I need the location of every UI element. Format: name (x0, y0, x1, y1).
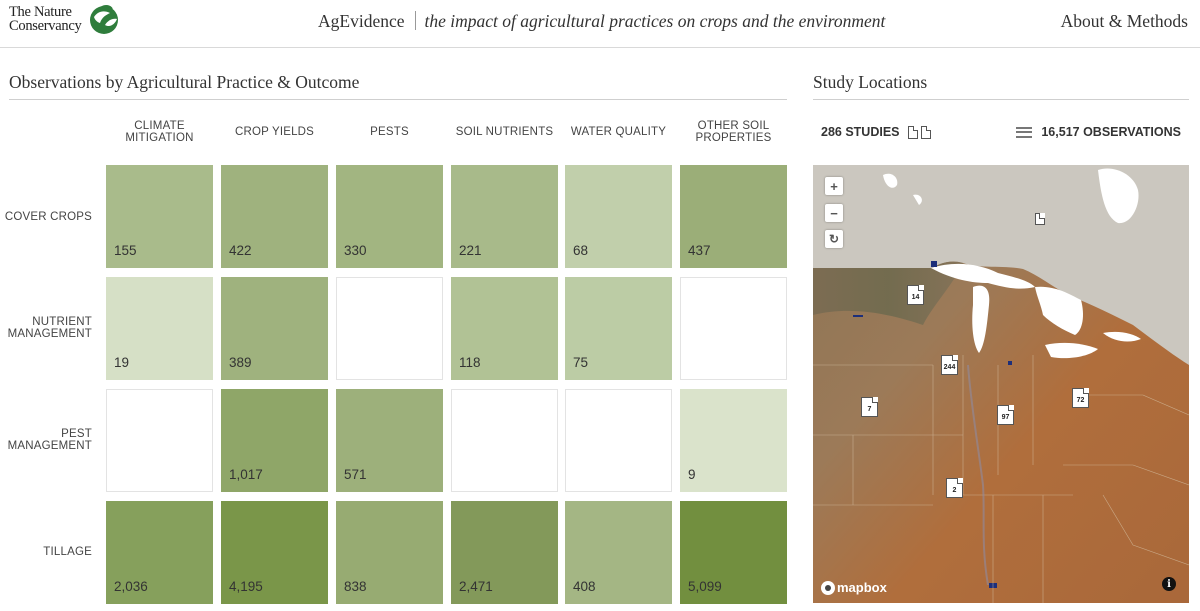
study-marker[interactable]: 244 (941, 355, 958, 375)
studies-count: 286 STUDIES (821, 125, 931, 139)
info-icon[interactable]: i (1162, 577, 1176, 591)
about-methods-link[interactable]: About & Methods (1060, 11, 1188, 31)
study-locations-map[interactable]: + − ↻ 14 244 7 97 72 2 mapbox i (813, 165, 1189, 603)
locations-title: Study Locations (813, 72, 928, 92)
observation-count: 75 (573, 355, 589, 370)
title-separator (414, 11, 416, 30)
observation-count: 155 (114, 243, 137, 258)
studies-count-label: 286 STUDIES (821, 125, 900, 139)
matrix-cell[interactable]: 19 (106, 277, 213, 380)
study-marker[interactable] (1035, 213, 1045, 225)
observation-count: 2,471 (459, 579, 493, 594)
observation-count: 1,017 (229, 467, 263, 482)
zoom-out-button[interactable]: − (825, 204, 843, 222)
map-terrain (813, 165, 1189, 603)
matrix-cell[interactable]: 68 (565, 165, 672, 268)
mapbox-logo-icon (821, 580, 835, 595)
matrix-cell[interactable]: 571 (336, 389, 443, 492)
observations-count: 16,517 OBSERVATIONS (1016, 125, 1181, 139)
reset-view-button[interactable]: ↻ (825, 230, 843, 248)
mapbox-wordmark: mapbox (837, 580, 887, 595)
column-header: SOIL NUTRIENTS (455, 126, 554, 138)
observation-count: 9 (688, 467, 696, 482)
app-name: AgEvidence (318, 11, 405, 31)
column-header: PESTS (370, 126, 409, 138)
observation-count: 389 (229, 355, 252, 370)
matrix-cell[interactable]: 221 (451, 165, 558, 268)
mapbox-attribution[interactable]: mapbox (821, 580, 887, 595)
observation-count: 4,195 (229, 579, 263, 594)
observation-count: 422 (229, 243, 252, 258)
observation-count: 2,036 (114, 579, 148, 594)
study-marker[interactable]: 14 (907, 285, 924, 305)
document-icon (907, 125, 918, 139)
matrix-cell[interactable]: 4,195 (221, 501, 328, 604)
matrix-cell[interactable]: 1,017 (221, 389, 328, 492)
row-header: PEST MANAGEMENT (7, 428, 92, 452)
matrix-cell[interactable]: 9 (680, 389, 787, 492)
matrix-cell[interactable]: 422 (221, 165, 328, 268)
study-marker[interactable]: 97 (997, 405, 1014, 425)
column-header: CROP YIELDS (234, 126, 315, 138)
observation-count: 118 (459, 355, 481, 370)
row-header: COVER CROPS (4, 211, 92, 223)
matrix-cell[interactable] (565, 389, 672, 492)
observation-count: 68 (573, 243, 589, 258)
matrix-cell[interactable]: 75 (565, 277, 672, 380)
matrix-cell[interactable] (106, 389, 213, 492)
column-header: WATER QUALITY (570, 126, 667, 138)
study-marker[interactable]: 72 (1072, 388, 1089, 408)
matrix-cell[interactable] (336, 277, 443, 380)
matrix-cell[interactable] (680, 277, 787, 380)
matrix-cell[interactable]: 389 (221, 277, 328, 380)
globe-leaf-icon (90, 4, 118, 34)
observation-count: 330 (344, 243, 367, 258)
zoom-in-button[interactable]: + (825, 177, 843, 195)
observation-count: 5,099 (688, 579, 722, 594)
observation-count: 571 (344, 467, 367, 482)
matrix-cell[interactable]: 2,036 (106, 501, 213, 604)
study-marker[interactable]: 2 (946, 478, 963, 498)
observation-count: 838 (344, 579, 367, 594)
row-header: TILLAGE (43, 546, 92, 558)
matrix-cell[interactable]: 437 (680, 165, 787, 268)
observation-count: 408 (573, 579, 596, 594)
document-icon (920, 125, 931, 139)
observation-count: 19 (114, 355, 130, 370)
matrix-cell[interactable]: 5,099 (680, 501, 787, 604)
column-header: CLIMATE MITIGATION (125, 120, 194, 144)
matrix-cell[interactable]: 118 (451, 277, 558, 380)
observation-count: 221 (459, 243, 482, 258)
nature-conservancy-logo[interactable]: The Nature Conservancy (9, 3, 124, 41)
matrix-title-rule (9, 99, 787, 100)
row-header: NUTRIENT MANAGEMENT (7, 316, 92, 340)
logo-line-2: Conservancy (9, 18, 82, 34)
matrix-cell[interactable] (451, 389, 558, 492)
column-header: OTHER SOIL PROPERTIES (695, 120, 772, 144)
app-title: AgEvidence the impact of agricultural pra… (318, 11, 885, 32)
observation-count: 437 (688, 243, 711, 258)
site-header: The Nature Conservancy AgEvidence the imp… (0, 0, 1200, 48)
matrix-cell[interactable]: 330 (336, 165, 443, 268)
locations-title-rule (813, 99, 1189, 100)
observations-count-label: 16,517 OBSERVATIONS (1041, 125, 1181, 139)
matrix-cell[interactable]: 155 (106, 165, 213, 268)
list-lines-icon (1016, 126, 1033, 138)
logo-line-1: The Nature (9, 4, 72, 20)
matrix-title: Observations by Agricultural Practice & … (9, 72, 360, 92)
matrix-cell[interactable]: 838 (336, 501, 443, 604)
study-marker[interactable]: 7 (861, 397, 878, 417)
app-tagline: the impact of agricultural practices on … (424, 11, 886, 31)
matrix-cell[interactable]: 408 (565, 501, 672, 604)
matrix-cell[interactable]: 2,471 (451, 501, 558, 604)
